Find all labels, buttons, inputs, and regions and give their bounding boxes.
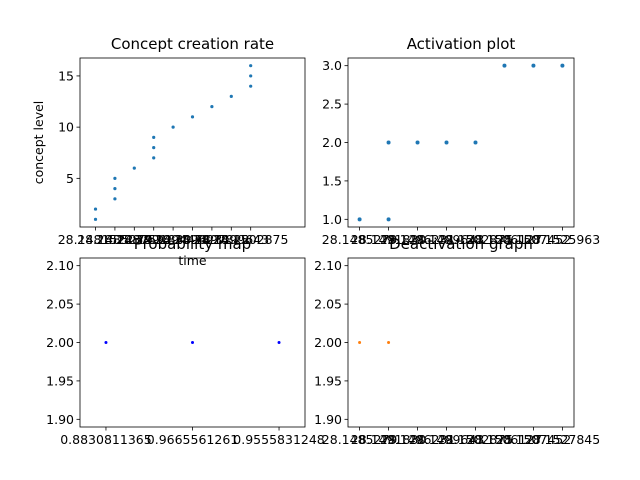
probability-y-tick-label: 2.05 — [46, 297, 74, 312]
deactivation-y-tick-label: 2.10 — [314, 258, 342, 273]
concept-data-point — [93, 207, 98, 211]
concept-data-point — [152, 135, 156, 139]
concept-data-point — [190, 115, 195, 119]
concept-y-tick-label: 10 — [58, 120, 74, 135]
deactivation-axes-frame — [347, 257, 575, 428]
probability-data-point — [191, 341, 194, 344]
concept-x-tick-label: 28.1502875 — [213, 232, 289, 247]
activation-x-tick-label: 28.1507452 — [496, 232, 572, 247]
concept-title: Concept creation rate — [111, 35, 274, 53]
activation-x-tick-label: 28.1491830 — [351, 232, 427, 247]
activation-data-point — [473, 140, 478, 145]
concept-data-point — [132, 166, 136, 170]
concept-x-tick-label: 28.1497822 — [174, 232, 250, 247]
activation-y-tick-label: 1.0 — [322, 212, 342, 227]
concept-x-tick-label: 28.1496231 — [155, 232, 231, 247]
deactivation-x-tick-label: 28.1499643 — [409, 432, 485, 447]
concept-x-tick-label: 28.1485279 — [77, 232, 153, 247]
concept-y-tick-label: 5 — [66, 171, 74, 186]
deactivation-data-point — [387, 341, 391, 344]
concept-data-point — [249, 74, 253, 78]
concept-subplot: Concept creation rate5101528.148152228.1… — [31, 35, 306, 268]
probability-data-point — [104, 341, 108, 344]
activation-x-tick-label: 28.1525963 — [525, 232, 601, 247]
concept-y-tick-label: 15 — [58, 68, 74, 83]
activation-data-point — [386, 140, 391, 145]
deactivation-x-tick-label: 28.1527845 — [525, 432, 601, 447]
probability-x-tick-label: 0.9665561261 — [147, 432, 238, 447]
deactivation-x-tick-label: 28.1485279 — [322, 432, 398, 447]
activation-title: Activation plot — [407, 35, 516, 53]
probability-title: Probability map — [134, 235, 251, 253]
probability-y-tick-label: 1.95 — [46, 373, 74, 388]
deactivation-x-tick-label: 28.1506127 — [467, 432, 543, 447]
activation-axes-frame — [347, 57, 575, 228]
concept-x-tick-label: 28.1491830 — [116, 232, 192, 247]
deactivation-x-tick-label: 28.1491830 — [351, 432, 427, 447]
activation-data-point — [357, 217, 362, 222]
probability-y-tick-label: 1.90 — [46, 412, 74, 427]
concept-x-tick-label: 28.1494478 — [135, 232, 211, 247]
activation-y-tick-label: 1.5 — [322, 173, 342, 188]
concept-x-tick-label: 28.1499643 — [194, 232, 270, 247]
concept-data-point — [93, 217, 98, 221]
concept-axes-frame — [79, 57, 306, 228]
activation-x-tick-label: 28.1506127 — [467, 232, 543, 247]
concept-data-point — [249, 84, 253, 88]
activation-x-tick-label: 28.1496231 — [380, 232, 456, 247]
deactivation-title: Deactivation graph — [389, 235, 533, 253]
concept-data-point — [249, 64, 253, 68]
activation-data-point — [560, 63, 565, 68]
deactivation-data-point — [358, 341, 362, 344]
activation-data-point — [415, 140, 420, 145]
deactivation-subplot: Deactivation graph 1.90 1.95 2.00 2.05 2.10 28… — [314, 235, 600, 447]
activation-data-point — [444, 140, 449, 145]
deactivation-y-tick-label: 1.95 — [314, 373, 342, 388]
concept-data-point — [113, 176, 117, 180]
probability-y-tick-label: 2.00 — [46, 335, 74, 350]
concept-x-tick-label: 28.1487592 — [97, 232, 173, 247]
probability-subplot: Probability map 1.90 1.95 2.00 2.05 2.10 0.883… — [46, 235, 325, 447]
probability-y-tick-label: 2.10 — [46, 258, 74, 273]
concept-data-point — [152, 146, 156, 150]
activation-y-tick-label: 2.5 — [322, 97, 342, 112]
activation-x-tick-label: 28.1485279 — [322, 232, 398, 247]
activation-data-point — [386, 217, 391, 222]
deactivation-x-tick-label: 28.1496231 — [380, 432, 456, 447]
probability-data-point — [277, 341, 281, 344]
deactivation-y-tick-label: 2.05 — [314, 297, 342, 312]
concept-data-point — [113, 197, 117, 201]
activation-y-tick-label: 3.0 — [322, 58, 342, 73]
probability-x-tick-label: 0.8830811365 — [60, 432, 151, 447]
concept-data-point — [171, 125, 175, 129]
concept-data-point — [113, 186, 117, 191]
activation-data-point — [531, 63, 536, 68]
concept-data-point — [210, 105, 214, 109]
concept-x-axis-label: time — [178, 253, 207, 268]
deactivation-x-tick-label: 28.1507452 — [496, 432, 572, 447]
activation-data-point — [502, 63, 507, 68]
deactivation-x-tick-label: 28.1502875 — [438, 432, 514, 447]
activation-x-tick-label: 28.1502875 — [438, 232, 514, 247]
activation-y-tick-label: 2.0 — [322, 135, 342, 150]
concept-y-axis-label: concept level — [31, 101, 46, 185]
activation-x-tick-label: 28.1499643 — [409, 232, 485, 247]
deactivation-y-tick-label: 2.00 — [314, 335, 342, 350]
probability-x-tick-label: 0.9555831248 — [233, 432, 325, 447]
concept-x-tick-label: 28.1481522 — [58, 232, 134, 247]
deactivation-y-tick-label: 1.90 — [314, 412, 342, 427]
activation-subplot: Activation plot 1.0 1.5 2.0 2.5 3.0 28.1485279… — [322, 35, 600, 247]
concept-data-point — [229, 94, 233, 99]
concept-data-point — [152, 156, 156, 160]
